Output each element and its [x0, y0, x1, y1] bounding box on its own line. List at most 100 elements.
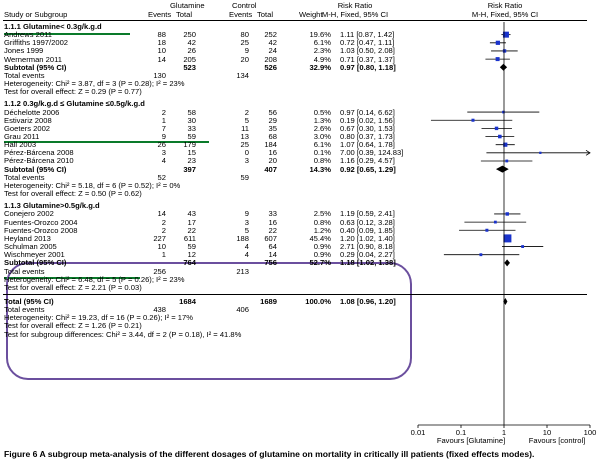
- study-row-2-1-ctrl-events: 2: [244, 107, 249, 117]
- study-row-2-2-square: [471, 118, 475, 122]
- study-row-2-7-ctrl-events: 3: [244, 156, 249, 166]
- total-ci: 1.08 [0.96, 1.20]: [340, 297, 396, 307]
- study-row-2-2-glut-events: 1: [161, 115, 166, 125]
- study-row-1-3-ctrl-events: 9: [244, 46, 249, 56]
- study-row-3-3-glut-total: 22: [187, 225, 196, 235]
- x-tick-label-4: 100: [584, 428, 597, 437]
- study-row-1-1-ctrl-events: 80: [240, 30, 249, 40]
- total1-header: Total: [176, 10, 193, 19]
- study-row-3-1-name: Conejero 2002: [4, 209, 54, 219]
- study-row-2-2-ctrl-total: 29: [268, 115, 277, 125]
- subgroup-differences-test: Test for subgroup differences: Chi² = 3.…: [4, 329, 242, 339]
- study-row-2-4-weight: 3.0%: [313, 132, 331, 142]
- study-row-3-6-weight: 0.9%: [313, 250, 331, 260]
- total2-header: Total: [257, 10, 274, 19]
- overall-effect-test: Test for overall effect: Z = 1.26 (P = 0…: [4, 321, 142, 331]
- subgroup-1-total-events-label: Total events: [4, 70, 45, 80]
- study-row-1-2-name: Griffiths 1997/2002: [4, 38, 69, 48]
- subgroup-2-subtotal-weight: 14.3%: [309, 164, 331, 174]
- subgroup-2-subtotal-ctrl: 407: [264, 164, 277, 174]
- figure-caption: Figure 6 A subgroup meta-analysis of the…: [4, 449, 535, 459]
- study-row-3-4-ctrl-total: 607: [264, 233, 277, 243]
- weight-header: Weight: [299, 10, 323, 19]
- total-weight: 100.0%: [305, 297, 331, 307]
- study-row-3-2-glut-events: 2: [161, 217, 166, 227]
- study-row-1-4-ctrl-total: 208: [264, 54, 277, 64]
- study-row-3-1-glut-events: 14: [157, 209, 166, 219]
- x-tick-label-2: 1: [502, 428, 506, 437]
- rr-header: Risk Ratio: [337, 1, 373, 10]
- subgroup-1-subtotal-glut: 523: [183, 62, 196, 72]
- study-row-3-4-ctrl-events: 188: [236, 233, 249, 243]
- overall-heterogeneity: Heterogeneity: Chi² = 19.23, df = 16 (P …: [4, 313, 193, 323]
- study-row-2-4-glut-total: 59: [187, 132, 196, 142]
- study-row-2-6-square: [539, 151, 542, 154]
- study-row-1-3-glut-events: 10: [157, 46, 166, 56]
- subgroup-3-subtotal-label: Subtotal (95% CI): [4, 258, 67, 268]
- study-row-3-3-ctrl-events: 5: [244, 225, 249, 235]
- x-tick-label-0: 0.01: [411, 428, 426, 437]
- study-row-1-2-weight: 6.1%: [313, 38, 331, 48]
- study-row-2-3-ctrl-events: 11: [241, 123, 249, 133]
- study-row-2-4-ci: 0.80 [0.37, 1.73]: [340, 132, 395, 142]
- study-row-1-4-name: Wernerman 2011: [4, 54, 62, 64]
- study-row-3-2-glut-total: 17: [187, 217, 196, 227]
- study-row-3-6-name: Wischmeyer 2001: [4, 250, 65, 260]
- study-row-2-5-name: Hall 2003: [4, 140, 37, 150]
- study-row-3-1-ci: 1.19 [0.59, 2.41]: [340, 209, 395, 219]
- study-row-3-3-glut-events: 2: [161, 225, 166, 235]
- study-row-2-4-ctrl-total: 68: [268, 132, 277, 142]
- study-row-2-5-ctrl-total: 184: [264, 140, 277, 150]
- study-row-3-2-ctrl-events: 3: [244, 217, 249, 227]
- study-row-1-4-glut-total: 205: [183, 54, 196, 64]
- glutamine-header: Glutamine: [170, 1, 205, 10]
- study-row-3-6-glut-total: 12: [187, 250, 196, 260]
- control-header: Control: [232, 1, 257, 10]
- study-row-1-3-square: [502, 49, 507, 53]
- study-row-1-4-ctrl-events: 20: [240, 54, 249, 64]
- favours-glutamine-label: Favours [Glutamine]: [437, 436, 505, 445]
- study-row-2-2-glut-total: 30: [187, 115, 196, 125]
- study-row-2-7-square: [505, 159, 509, 163]
- study-row-3-1-ctrl-events: 9: [244, 209, 249, 219]
- subgroup-3-subtotal-ci: 1.18 [1.02, 1.38]: [340, 258, 396, 268]
- study-row-3-5-square: [521, 245, 525, 248]
- subgroup-3-subtotal-diamond: [504, 259, 511, 267]
- study-row-2-1-ctrl-total: 56: [268, 107, 277, 117]
- rr-method-header: M-H, Fixed, 95% CI: [321, 10, 389, 19]
- study-row-3-2-name: Fuentes-Orozco 2004: [4, 217, 78, 227]
- subgroup-3-title: 1.1.3 Glutamine>0.5g/k.g.d: [4, 201, 100, 211]
- study-row-2-7-glut-total: 23: [187, 156, 196, 166]
- overall-total-events-ctrl: 406: [236, 305, 249, 315]
- subgroup-3-underline: [4, 277, 140, 279]
- subgroup-3-heterogeneity: Heterogeneity: Chi² = 6.48, df = 5 (P = …: [4, 274, 185, 284]
- subgroup-1-subtotal-weight: 32.9%: [309, 62, 331, 72]
- study-row-1-3-ci: 1.03 [0.50, 2.08]: [340, 46, 395, 56]
- study-row-2-1-glut-events: 2: [161, 107, 166, 117]
- study-row-1-2-ctrl-events: 25: [240, 38, 249, 48]
- total-label: Total (95% CI): [4, 297, 54, 307]
- subgroup-1-total-events-glut: 130: [153, 70, 166, 80]
- study-row-3-6-ctrl-events: 4: [244, 250, 249, 260]
- study-row-3-6-ctrl-total: 14: [268, 250, 277, 260]
- subgroup-1-heterogeneity: Heterogeneity: Chi² = 3.87, df = 3 (P = …: [4, 79, 185, 89]
- study-row-2-7-ctrl-total: 20: [268, 156, 277, 166]
- study-row-3-1-square: [505, 212, 509, 216]
- study-row-2-6-ci: 7.00 [0.39, 124.83]: [340, 148, 404, 158]
- study-row-3-1-ctrl-total: 33: [268, 209, 277, 219]
- study-row-2-4-name: Grau 2011: [4, 132, 40, 142]
- study-row-2-7-name: Pérez-Bárcena 2010: [4, 156, 74, 166]
- study-row-1-2-glut-events: 18: [157, 38, 166, 48]
- study-row-3-3-ctrl-total: 22: [268, 225, 277, 235]
- study-row-3-5-glut-events: 10: [157, 242, 166, 252]
- study-row-2-5-ctrl-events: 25: [240, 140, 249, 150]
- total-glut: 1684: [179, 297, 196, 307]
- study-row-2-2-name: Estivariz 2008: [4, 115, 52, 125]
- study-row-3-4-glut-events: 227: [153, 233, 166, 243]
- study-row-2-4-glut-events: 9: [161, 132, 166, 142]
- overall-total-events-label: Total events: [4, 305, 45, 315]
- study-row-1-4-square: [495, 57, 500, 62]
- study-row-2-3-glut-total: 33: [187, 123, 196, 133]
- subgroup-2-underline: [4, 141, 209, 143]
